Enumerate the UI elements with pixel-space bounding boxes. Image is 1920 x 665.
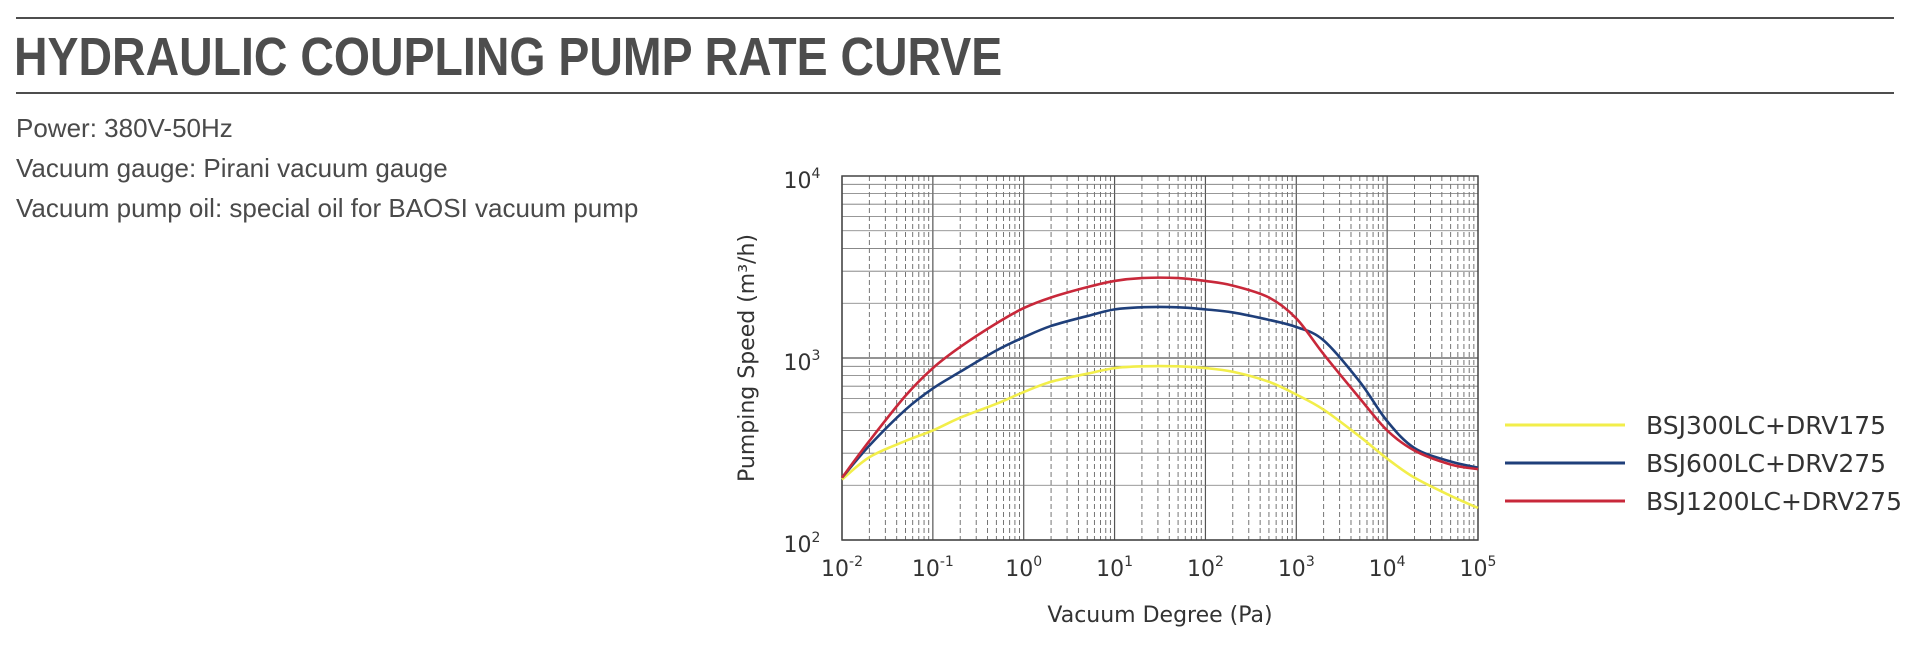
chart-grid bbox=[841, 176, 1478, 541]
x-tick-label: 105 bbox=[1460, 554, 1497, 582]
x-tick-label: 100 bbox=[1005, 554, 1042, 582]
x-tick-label: 103 bbox=[1278, 554, 1315, 582]
y-axis-label: Pumping Speed (m³/h) bbox=[735, 234, 760, 482]
series-line bbox=[840, 276, 1479, 479]
x-tick-label: 101 bbox=[1096, 554, 1133, 582]
top-rule bbox=[16, 17, 1894, 19]
plot-frame bbox=[841, 175, 1479, 541]
legend-entry: BSJ300LC+DRV175 bbox=[1646, 411, 1886, 440]
page-title: HYDRAULIC COUPLING PUMP RATE CURVE bbox=[14, 27, 1003, 87]
spec-list: Power: 380V-50Hz Vacuum gauge: Pirani va… bbox=[16, 108, 638, 228]
legend-entry: BSJ600LC+DRV275 bbox=[1646, 449, 1886, 478]
series-line bbox=[841, 305, 1479, 479]
x-axis-label: Vacuum Degree (Pa) bbox=[1047, 603, 1272, 628]
chart-legend: BSJ300LC+DRV175 BSJ600LC+DRV275 BSJ1200LC+… bbox=[1505, 411, 1902, 516]
legend-entry: BSJ1200LC+DRV275 bbox=[1646, 487, 1902, 516]
title-underline bbox=[16, 92, 1894, 94]
y-tick-label: 102 bbox=[784, 530, 821, 558]
x-tick-label: 104 bbox=[1369, 554, 1406, 582]
spec-vacuum-gauge: Vacuum gauge: Pirani vacuum gauge bbox=[16, 153, 448, 183]
series-line bbox=[841, 364, 1479, 510]
chart-series bbox=[840, 276, 1479, 510]
x-tick-label: 10-1 bbox=[912, 554, 954, 582]
y-tick-label: 103 bbox=[784, 348, 821, 376]
x-tick-label: 102 bbox=[1187, 554, 1224, 582]
spec-power: Power: 380V-50Hz bbox=[16, 113, 233, 143]
chart-ticks: 10-2 10-1 100 101 102 103 104 105 102 103 104 bbox=[784, 166, 1497, 582]
spec-pump-oil: Vacuum pump oil: special oil for BAOSI v… bbox=[16, 193, 639, 223]
x-tick-label: 10-2 bbox=[821, 554, 863, 582]
y-tick-label: 104 bbox=[784, 166, 821, 194]
